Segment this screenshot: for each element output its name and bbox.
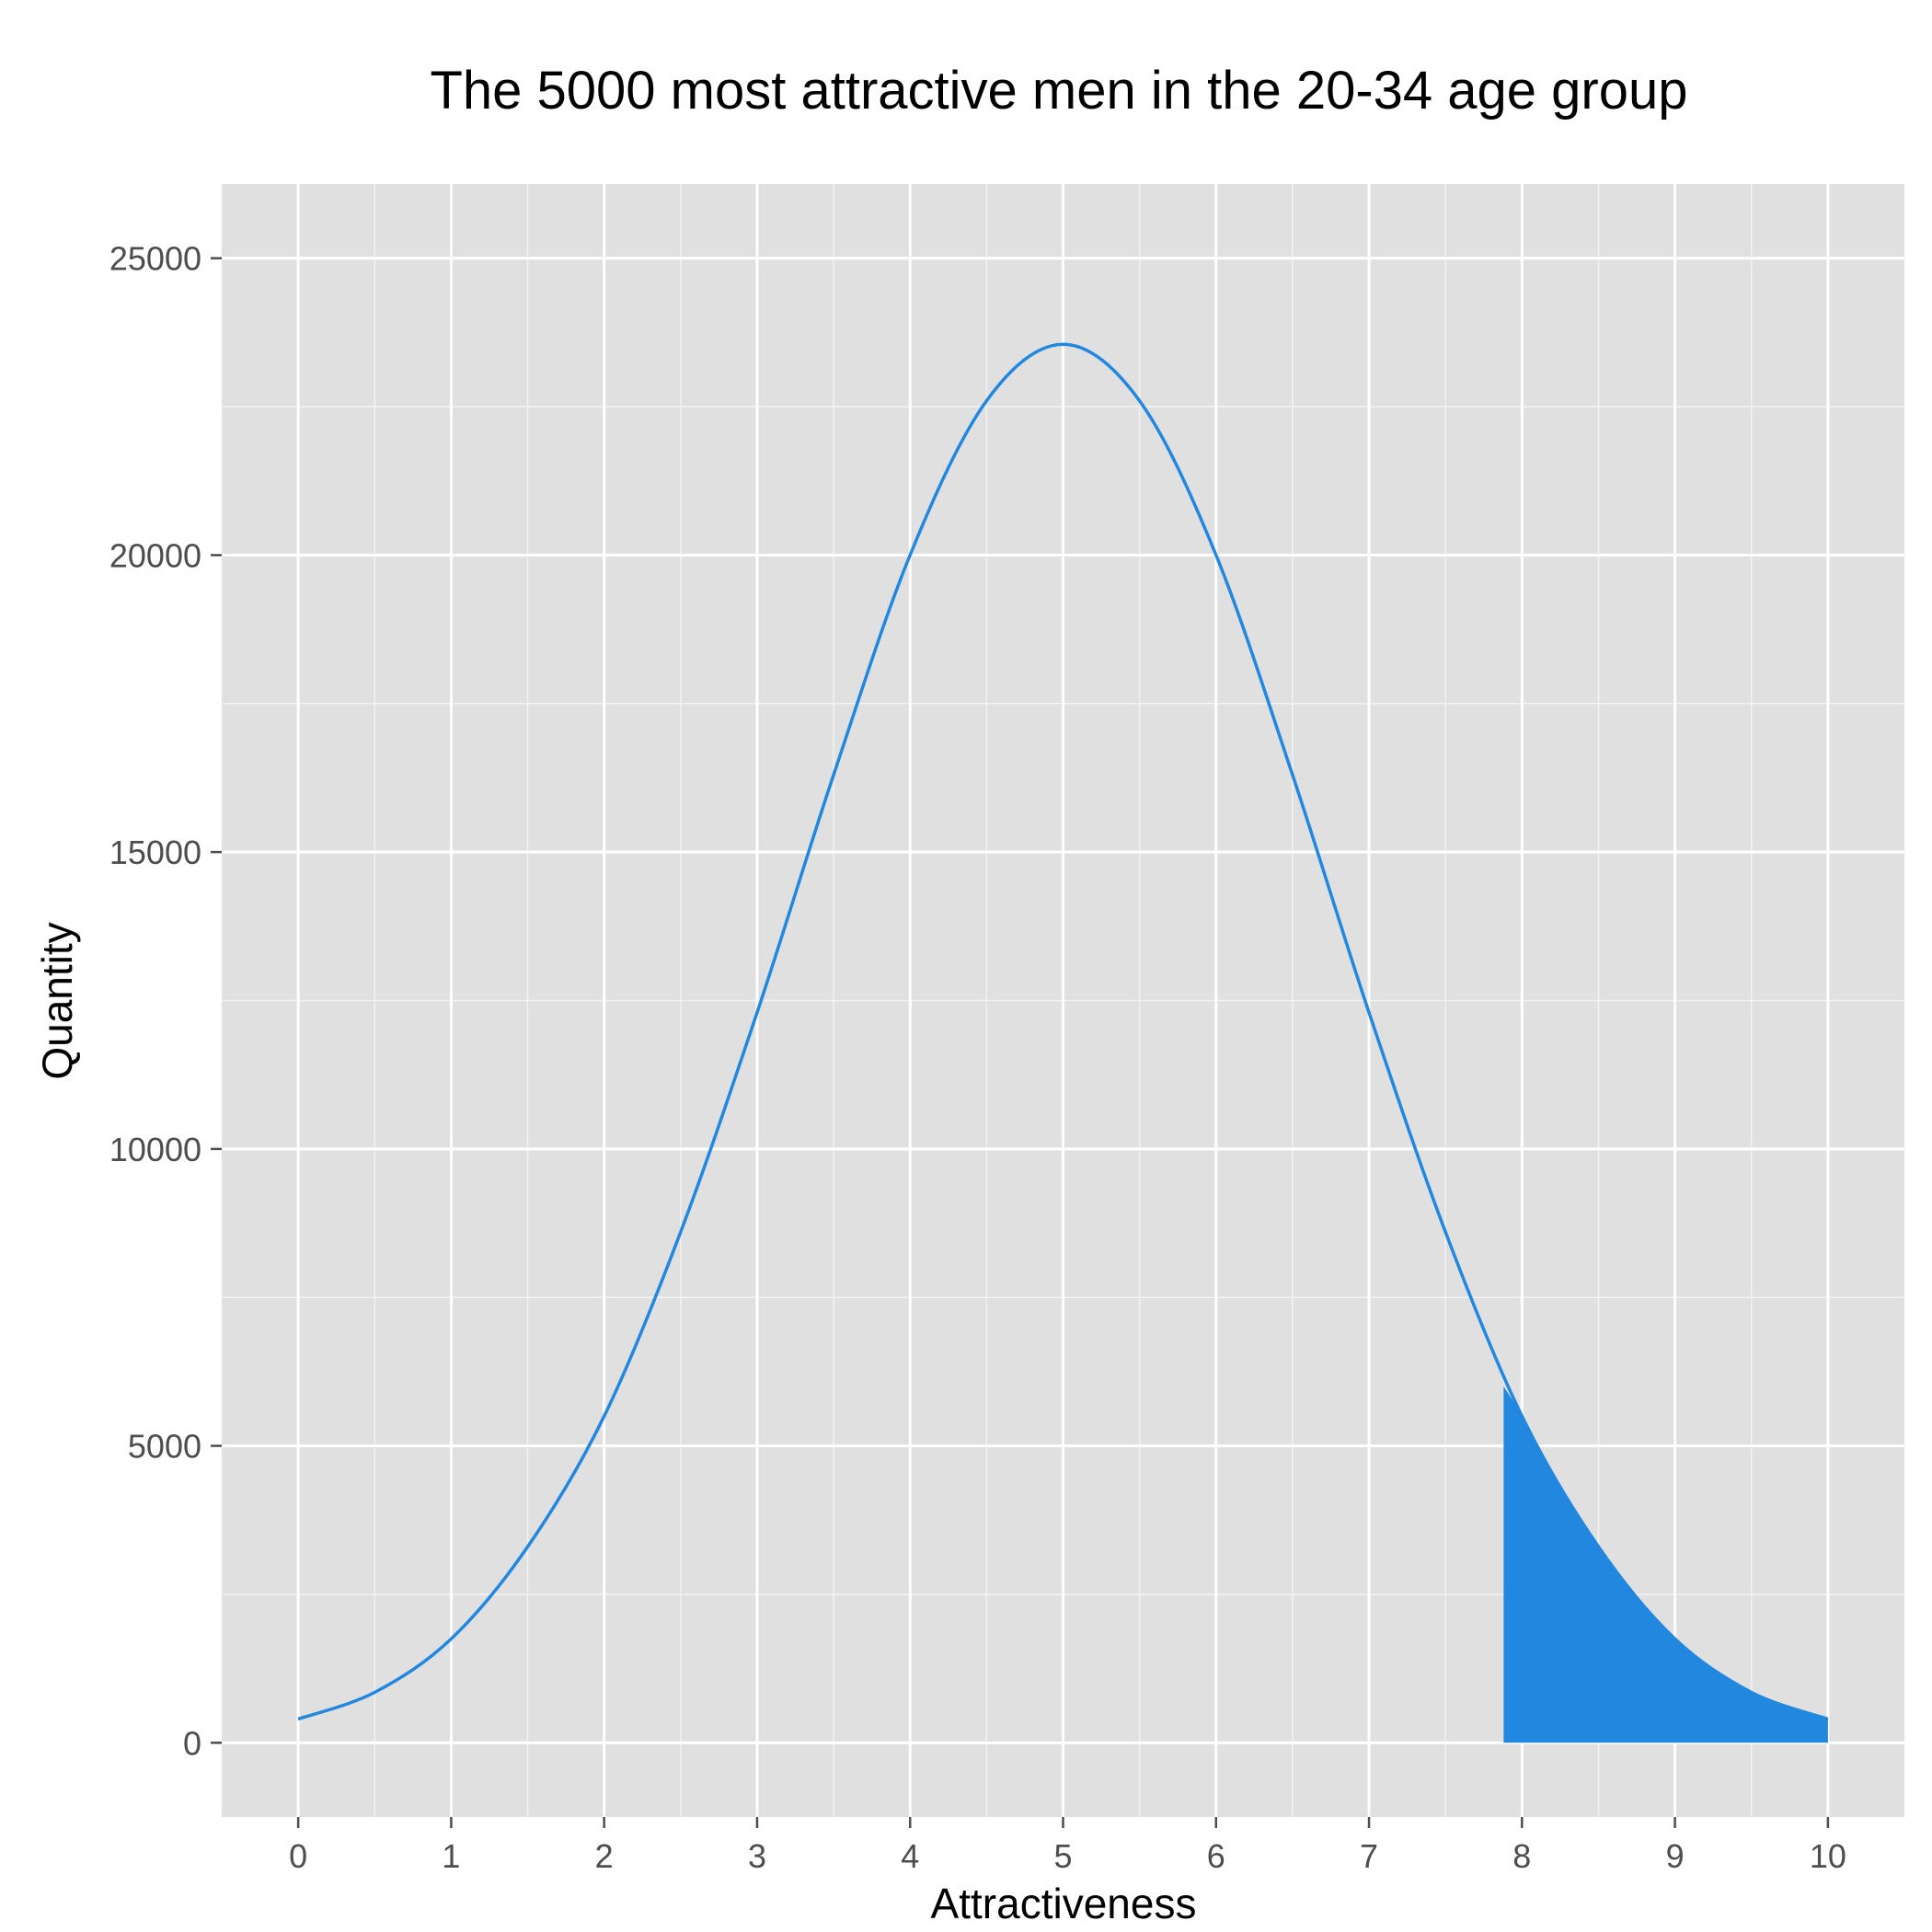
y-tick-label: 25000: [109, 240, 201, 278]
x-tick-label: 9: [1666, 1837, 1685, 1875]
x-tick-label: 0: [289, 1837, 307, 1875]
x-tick-label: 4: [901, 1837, 919, 1875]
x-tick-label: 3: [748, 1837, 766, 1875]
x-tick-label: 1: [442, 1837, 460, 1875]
y-axis: 0 5000 10000 15000 20000 25000: [109, 240, 222, 1762]
y-tick-label: 5000: [128, 1428, 201, 1466]
y-tick-label: 20000: [109, 536, 201, 574]
y-tick-label: 10000: [109, 1131, 201, 1168]
y-tick-label: 15000: [109, 834, 201, 871]
grid-major: [222, 184, 1904, 1817]
y-axis-title: Quantity: [33, 922, 81, 1079]
x-tick-label: 8: [1512, 1837, 1531, 1875]
distribution-curve: [297, 342, 1829, 1721]
data-layer: [297, 342, 1829, 1743]
y-tick-label: 0: [183, 1724, 201, 1762]
x-tick-label: 5: [1053, 1837, 1072, 1875]
x-tick-label: 7: [1360, 1837, 1378, 1875]
x-tick-label: 6: [1207, 1837, 1225, 1875]
chart-title: The 5000 most attractive men in the 20-3…: [430, 61, 1687, 121]
x-axis-title: Attractiveness: [931, 1880, 1197, 1927]
x-tick-label: 2: [595, 1837, 614, 1875]
x-axis: 0 1 2 3 4 5 6 7 8 9 10: [289, 1817, 1846, 1875]
shaded-tail-area: [1503, 1386, 1828, 1743]
x-tick-label: 10: [1810, 1837, 1846, 1875]
